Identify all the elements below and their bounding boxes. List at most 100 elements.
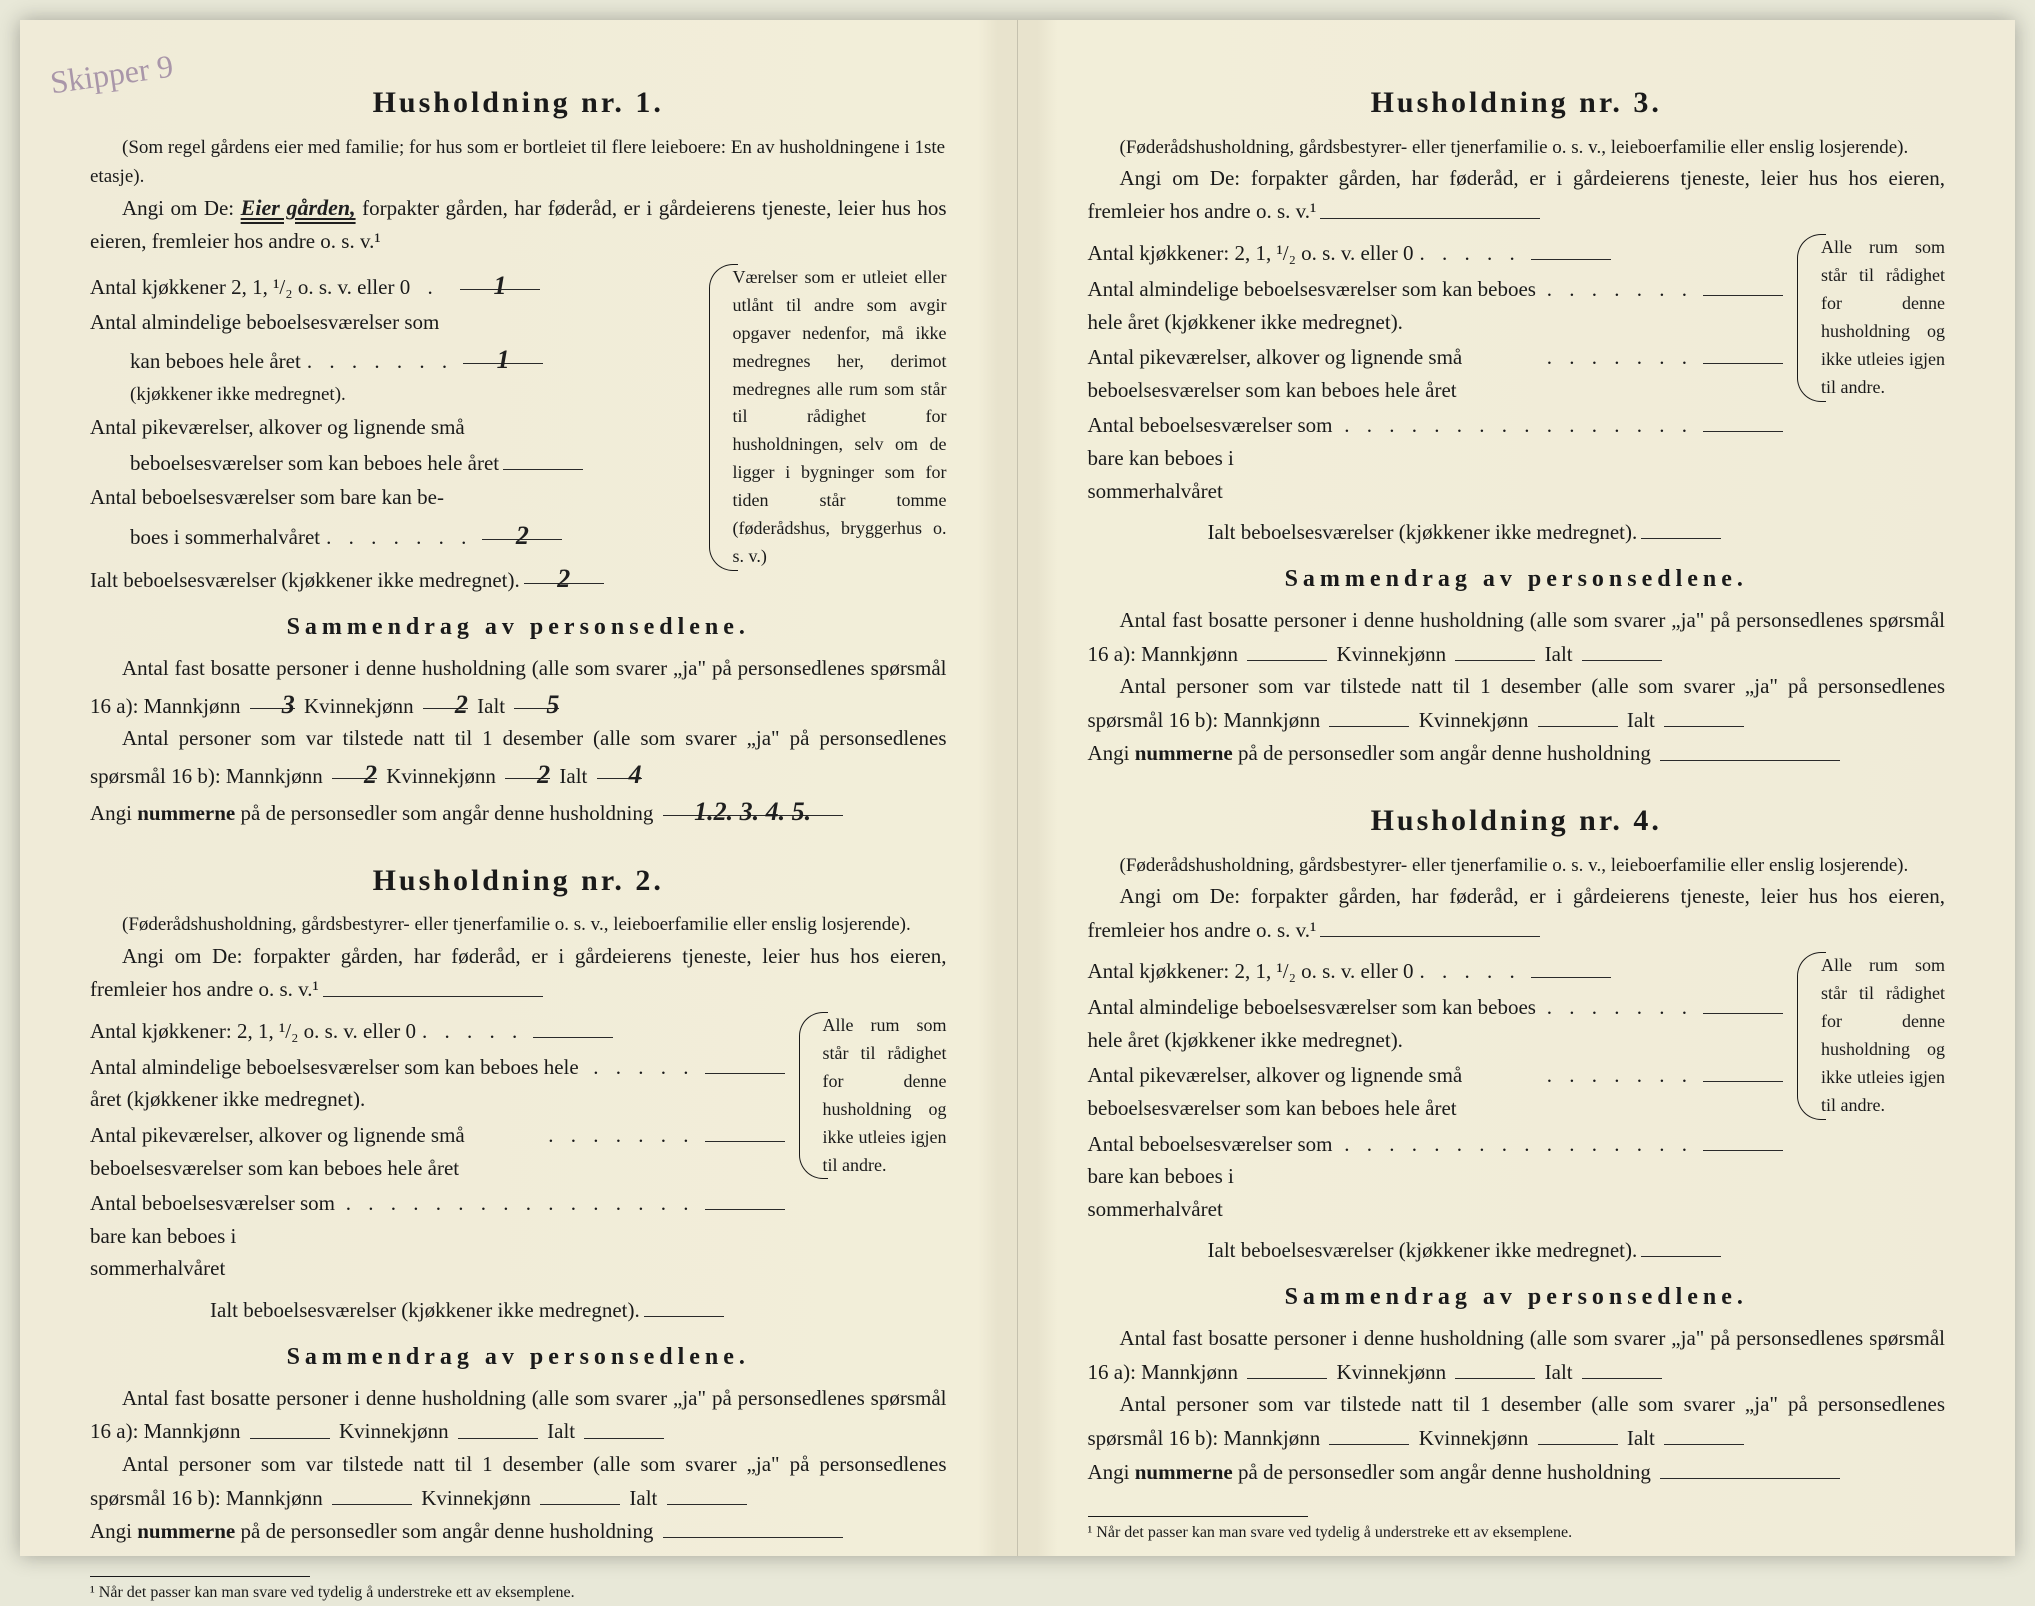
h2-fields: Antal kjøkkener: 2, 1, ¹/₂ o. s. v. elle… (90, 1012, 789, 1329)
h4-fields-row: Antal kjøkkener: 2, 1, ¹/₂ o. s. v. elle… (1088, 952, 1946, 1269)
h4-pike: Antal pikeværelser, alkover og lignende … (1088, 1058, 1788, 1124)
h2-s16a: Antal fast bosatte personer i denne hush… (90, 1382, 947, 1448)
h3-ialt: Ialt beboelsesværelser (kjøkkener ikke m… (1088, 515, 1788, 549)
h4-s16b: Antal personer som var tilstede natt til… (1088, 1388, 1946, 1454)
kv: Kvinnekjønn (421, 1486, 531, 1510)
dots: . . . . . . . (1541, 1059, 1699, 1092)
h1-s16a-m: 3 (282, 690, 295, 719)
dots: . . . . . . . (1541, 273, 1699, 306)
h2-numre: Angi nummerne på de personsedler som ang… (90, 1514, 947, 1548)
h3-sommer-label: Antal beboelsesværelser som bare kan beb… (1088, 409, 1339, 507)
h2-sommer: Antal beboelsesværelser som bare kan beb… (90, 1186, 789, 1285)
right-page: Husholdning nr. 3. (Føderådshusholdning,… (1018, 20, 2016, 1556)
h3-ialt-label: Ialt beboelsesværelser (kjøkkener ikke m… (1208, 516, 1638, 549)
h1-sommer-b: boes i sommerhalvåret (130, 521, 320, 554)
h1-ialt: Ialt beboelsesværelser (kjøkkener ikke m… (90, 559, 699, 597)
h3-fields-row: Antal kjøkkener: 2, 1, ¹/₂ o. s. v. elle… (1088, 234, 1946, 551)
kv: Kvinnekjønn (1336, 642, 1446, 666)
household-2: Husholdning nr. 2. (Føderådshusholdning,… (90, 858, 947, 1548)
h1-s16b-m: 2 (364, 760, 377, 789)
h1-s16b-k: 2 (537, 760, 550, 789)
kv: Kvinnekjønn (304, 694, 414, 718)
h3-s16b: Antal personer som var tilstede natt til… (1088, 670, 1946, 736)
dots: . . . . . . . (301, 345, 459, 378)
household-1: Husholdning nr. 1. (Som regel gårdens ei… (90, 80, 947, 830)
h1-s16a: Antal fast bosatte personer i denne hush… (90, 652, 947, 722)
h4-ialt: Ialt beboelsesværelser (kjøkkener ikke m… (1088, 1233, 1788, 1267)
census-form-sheet: Skipper 9 Husholdning nr. 1. (Som regel … (20, 20, 2015, 1556)
h2-sommer-label: Antal beboelsesværelser som bare kan beb… (90, 1187, 340, 1285)
ialt: Ialt (629, 1486, 657, 1510)
h1-kjokkener-label: Antal kjøkkener 2, 1, ¹/₂ o. s. v. eller… (90, 271, 410, 304)
dots: . . . . . . . (320, 521, 478, 554)
h1-pike-a: Antal pikeværelser, alkover og lignende … (90, 411, 465, 444)
footnote-left: ¹ Når det passer kan man svare ved tydel… (90, 1581, 947, 1606)
h2-kjokkener: Antal kjøkkener: 2, 1, ¹/₂ o. s. v. elle… (90, 1014, 789, 1048)
h2-ialt-label: Ialt beboelsesværelser (kjøkkener ikke m… (210, 1294, 640, 1327)
h1-fields-row: Antal kjøkkener 2, 1, ¹/₂ o. s. v. eller… (90, 264, 947, 599)
h1-angi-hw: Eier gården, (241, 195, 356, 220)
h1-almind: Antal almindelige beboelsesværelser som … (90, 306, 699, 410)
kv: Kvinnekjønn (339, 1420, 449, 1444)
h1-s16a-i: 5 (546, 690, 559, 719)
h1-almind-b: kan beboes hele året (130, 345, 301, 378)
h3-angi: Angi om De: forpakter gården, har føderå… (1088, 162, 1946, 228)
h1-fields: Antal kjøkkener 2, 1, ¹/₂ o. s. v. eller… (90, 264, 699, 599)
h2-almind-label: Antal almindelige beboelsesværelser som … (90, 1051, 587, 1116)
h1-sommer-val: 2 (516, 521, 529, 550)
h2-sammendrag-title: Sammendrag av personsedlene. (90, 1339, 947, 1376)
kv: Kvinnekjønn (386, 764, 496, 788)
h4-kjokkener: Antal kjøkkener: 2, 1, ¹/₂ o. s. v. elle… (1088, 954, 1788, 988)
h2-pike-label: Antal pikeværelser, alkover og lignende … (90, 1119, 542, 1184)
h2-pike: Antal pikeværelser, alkover og lignende … (90, 1118, 789, 1184)
dots: . . . . . . . . . . . . . . . . (340, 1187, 701, 1220)
dots: . . . . . . . (1541, 991, 1699, 1024)
kv: Kvinnekjønn (1336, 1360, 1446, 1384)
dots: . . . . . (416, 1015, 529, 1048)
h3-almind-label: Antal almindelige beboelsesværelser som … (1088, 273, 1541, 338)
h1-almind-a: Antal almindelige beboelsesværelser som (90, 306, 439, 339)
h4-almind-label: Antal almindelige beboelsesværelser som … (1088, 991, 1541, 1056)
h4-ialt-label: Ialt beboelsesværelser (kjøkkener ikke m… (1208, 1234, 1638, 1267)
left-page: Skipper 9 Husholdning nr. 1. (Som regel … (20, 20, 1018, 1556)
h1-numre: Angi nummerne på de personsedler som ang… (90, 792, 947, 830)
h1-s16b: Antal personer som var tilstede natt til… (90, 722, 947, 792)
h2-angi: Angi om De: forpakter gården, har føderå… (90, 940, 947, 1006)
h1-pike: Antal pikeværelser, alkover og lignende … (90, 411, 699, 479)
dots: . . . . . . . (542, 1119, 700, 1152)
dots: . . . . . . . . . . . . . . . . (1338, 1128, 1699, 1161)
dots: . . . . . (587, 1051, 700, 1084)
kv: Kvinnekjønn (1419, 708, 1529, 732)
dots: . . . . . (1414, 955, 1527, 988)
footnote-rule-left (90, 1576, 310, 1577)
angi-numre-label: Angi nummerne på de personsedler som ang… (90, 1519, 653, 1543)
h2-ialt: Ialt beboelsesværelser (kjøkkener ikke m… (90, 1293, 789, 1327)
h1-s16a-k: 2 (455, 690, 468, 719)
angi-numre-label: Angi nummerne på de personsedler som ang… (1088, 742, 1651, 766)
h1-title: Husholdning nr. 1. (90, 80, 947, 127)
h1-sammendrag-title: Sammendrag av personsedlene. (90, 609, 947, 646)
h1-pike-b: beboelsesværelser som kan beboes hele år… (130, 447, 499, 480)
h4-title: Husholdning nr. 4. (1088, 798, 1946, 845)
h1-kjokkener-val: 1 (493, 271, 506, 300)
h4-almind: Antal almindelige beboelsesværelser som … (1088, 990, 1788, 1056)
dots: . . . . . (1414, 237, 1527, 270)
h4-kjokkener-label: Antal kjøkkener: 2, 1, ¹/₂ o. s. v. elle… (1088, 955, 1414, 988)
h3-fields: Antal kjøkkener: 2, 1, ¹/₂ o. s. v. elle… (1088, 234, 1788, 551)
footnote-right: ¹ Når det passer kan man svare ved tydel… (1088, 1521, 1946, 1546)
footnote-rule-right (1088, 1516, 1308, 1517)
h2-almind: Antal almindelige beboelsesværelser som … (90, 1050, 789, 1116)
h4-desc: (Føderådshusholdning, gårdsbestyrer- ell… (1088, 851, 1946, 880)
dots: . . . . . . . . . . . . . . . . (1338, 409, 1699, 442)
h4-right-note: Alle rum som står til rådighet for denne… (1805, 952, 1945, 1119)
ialt: Ialt (477, 694, 505, 718)
ialt: Ialt (1545, 1360, 1573, 1384)
h3-desc: (Føderådshusholdning, gårdsbestyrer- ell… (1088, 133, 1946, 162)
h1-almind-val: 1 (497, 345, 510, 374)
dots: . (410, 271, 456, 304)
h4-fields: Antal kjøkkener: 2, 1, ¹/₂ o. s. v. elle… (1088, 952, 1788, 1269)
household-4: Husholdning nr. 4. (Føderådshusholdning,… (1088, 798, 1946, 1488)
h2-title: Husholdning nr. 2. (90, 858, 947, 905)
h1-ialt-label: Ialt beboelsesværelser (kjøkkener ikke m… (90, 564, 520, 597)
h4-numre: Angi nummerne på de personsedler som ang… (1088, 1455, 1946, 1489)
